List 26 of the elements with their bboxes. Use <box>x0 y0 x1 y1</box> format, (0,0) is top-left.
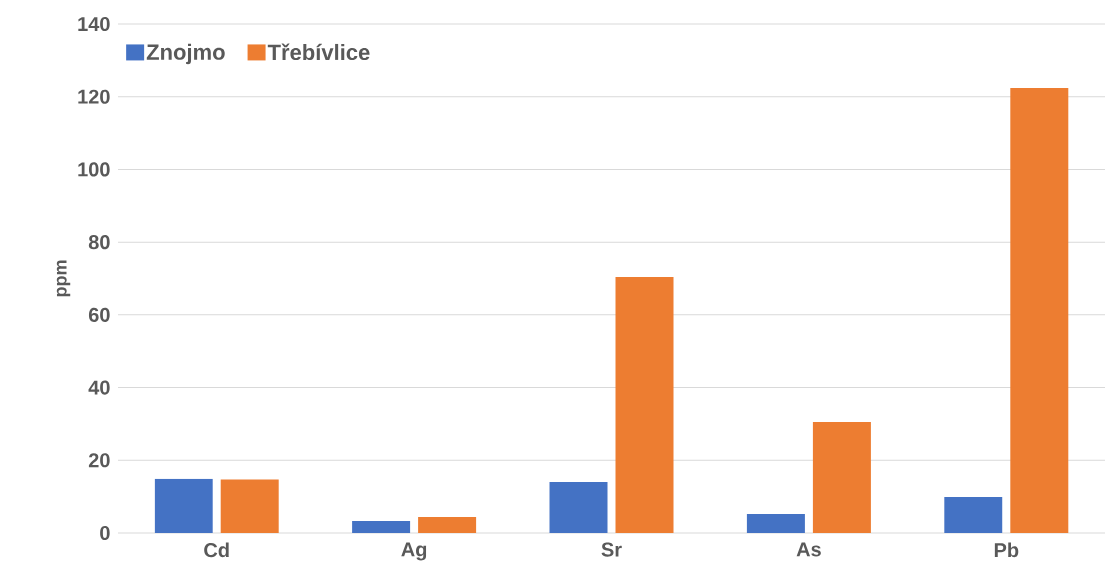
bar <box>812 422 871 533</box>
bar <box>1010 87 1069 533</box>
x-tick-label: Ag <box>401 542 427 561</box>
y-axis-title: ppm <box>56 260 71 297</box>
bar <box>220 479 279 533</box>
x-tick-label: Pb <box>994 542 1019 558</box>
y-tick-label: 60 <box>88 307 110 322</box>
legend-label: Znojmo <box>146 43 225 65</box>
x-tick-label: As <box>796 542 821 557</box>
x-tick-label: Sr <box>601 542 622 557</box>
bar <box>418 517 477 533</box>
y-tick-label: 100 <box>78 162 110 177</box>
legend-label: Třebívlice <box>267 43 370 61</box>
x-tick-label: Cd <box>204 542 229 558</box>
y-tick-label: 140 <box>78 16 110 32</box>
bar <box>944 497 1003 533</box>
bar <box>154 478 213 533</box>
y-tick-label: 20 <box>88 453 110 468</box>
y-tick-label: 0 <box>100 525 110 541</box>
y-tick-label: 40 <box>88 380 110 395</box>
y-tick-label: 120 <box>78 89 110 104</box>
bar <box>746 514 805 533</box>
bar <box>352 521 411 533</box>
y-tick-label: 80 <box>88 235 110 250</box>
bar <box>549 482 608 533</box>
bar <box>615 277 674 533</box>
